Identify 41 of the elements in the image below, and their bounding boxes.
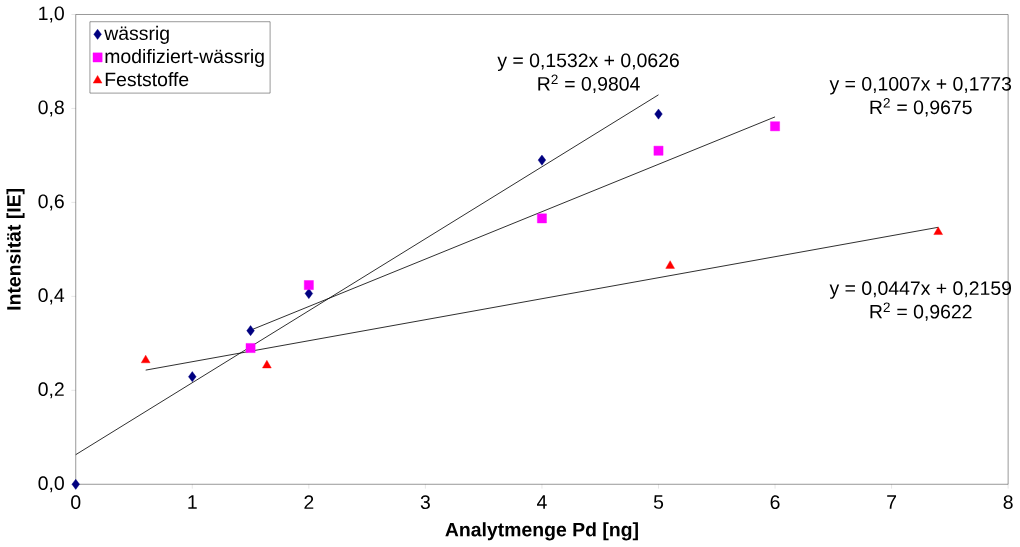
point — [654, 108, 663, 120]
point — [537, 154, 546, 166]
y-tick-label: 1,0 — [39, 6, 64, 23]
point — [245, 343, 256, 353]
legend-label: wässrig — [104, 25, 169, 44]
x-tick-label: 5 — [653, 495, 664, 509]
annotation: y = 0,1007x + 0,1773 — [829, 76, 1012, 95]
point — [933, 226, 943, 235]
y-tick-label: 0,6 — [38, 194, 64, 211]
point — [665, 260, 675, 269]
annotation: R$^{2}$ = 0,9804 — [538, 74, 640, 94]
y-tick-label: 0,4 — [38, 288, 65, 305]
point — [141, 354, 151, 364]
x-tick-label: 8 — [1003, 495, 1013, 510]
legend-label: Feststoffe — [105, 72, 189, 87]
x-tick-label: 3 — [420, 495, 430, 510]
x-tick-label: 0 — [71, 495, 81, 510]
point — [188, 371, 197, 383]
point — [537, 213, 547, 224]
point — [71, 479, 80, 490]
point — [304, 288, 313, 299]
x-tick-label: 6 — [770, 495, 780, 510]
point — [262, 360, 272, 369]
point — [770, 121, 780, 132]
point — [653, 145, 664, 156]
annotation: y = 0,1532x + 0,0626 — [497, 53, 679, 72]
y-tick-label: 0,0 — [38, 476, 64, 493]
legend-label: modifiziert-wässrig — [105, 49, 264, 68]
annotation: R$^{2}$ = 0,9675 — [870, 98, 972, 117]
point — [246, 325, 255, 337]
point — [304, 280, 314, 290]
x-tick-label: 1 — [188, 495, 197, 509]
annotation: y = 0,0447x + 0,2159 — [829, 281, 1011, 299]
x-tick-label: 2 — [304, 495, 314, 509]
y-axis-title: Intensität [IE] — [6, 189, 25, 310]
y-tick-label: 0,8 — [38, 100, 64, 117]
x-tick-label: 4 — [536, 495, 547, 509]
x-axis-title: Analytmenge Pd [ng] — [445, 522, 638, 541]
annotation: R$^{2}$ = 0,9622 — [870, 302, 972, 321]
y-tick-label: 0,2 — [38, 382, 64, 399]
x-tick-label: 7 — [887, 495, 897, 509]
